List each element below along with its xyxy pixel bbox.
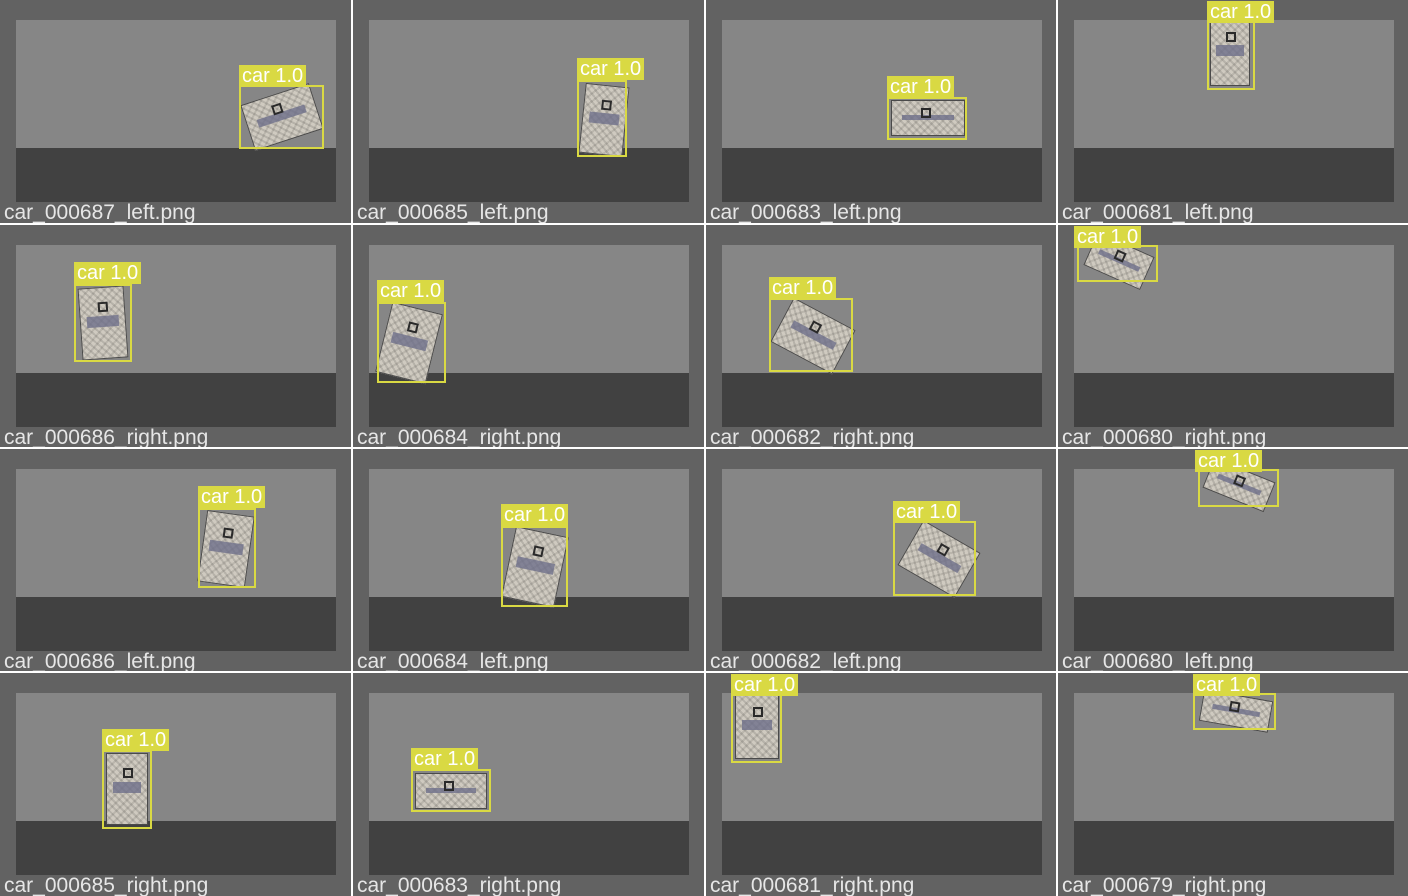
bounding-box [577,80,627,157]
filename-label: car_000681_left.png [1062,201,1254,223]
filename-label: car_000682_left.png [710,650,902,671]
detection-label: car 1.0 [74,262,142,284]
bounding-box [893,521,976,596]
bounding-box [887,97,967,140]
detection-label: car 1.0 [239,65,307,87]
filename-label: car_000683_right.png [357,874,562,896]
detection-label: car 1.0 [411,748,479,770]
detection-label: car 1.0 [377,280,445,302]
filename-label: car_000682_right.png [710,426,915,447]
image-tile: car 1.0 car_000685_right.png [0,673,351,896]
scene-floor [722,373,1042,427]
image-tile: car 1.0 car_000686_right.png [0,225,351,447]
detection-label: car 1.0 [893,501,961,523]
filename-label: car_000683_left.png [710,201,902,223]
bounding-box [198,508,256,588]
bounding-box [1198,469,1279,507]
image-tile: car 1.0 car_000680_left.png [1058,449,1408,671]
car-object [1210,18,1250,86]
bounding-box [411,769,491,812]
car-object [106,753,148,825]
detection-label: car 1.0 [1207,1,1275,23]
scene-floor [16,597,336,651]
scene-background [722,469,1042,597]
scene-floor [1074,148,1394,202]
bounding-box [1077,245,1158,282]
detection-label: car 1.0 [1074,226,1142,248]
scene-background [16,245,336,373]
car-object [415,773,487,809]
filename-label: car_000685_right.png [4,874,209,896]
detection-label: car 1.0 [1193,674,1261,696]
detection-label: car 1.0 [731,674,799,696]
filename-label: car_000679_right.png [1062,874,1267,896]
scene-background [16,469,336,597]
scene-floor [1074,373,1394,427]
filename-label: car_000680_left.png [1062,650,1254,671]
scene-floor [1074,821,1394,875]
image-tile: car 1.0 car_000683_right.png [353,673,704,896]
scene-floor [722,597,1042,651]
bounding-box [769,298,853,372]
detection-label: car 1.0 [102,729,170,751]
image-tile: car 1.0 car_000679_right.png [1058,673,1408,896]
image-tile: car 1.0 car_000682_left.png [706,449,1056,671]
filename-label: car_000681_right.png [710,874,915,896]
scene-floor [722,148,1042,202]
scene-floor [369,148,689,202]
scene-floor [16,148,336,202]
bounding-box [74,284,132,362]
scene-background [16,693,336,821]
image-tile: car 1.0 car_000685_left.png [353,0,704,223]
scene-background [722,245,1042,373]
scene-background [369,20,689,148]
detection-label: car 1.0 [198,486,266,508]
filename-label: car_000684_left.png [357,650,549,671]
detection-label: car 1.0 [887,76,955,98]
filename-label: car_000686_left.png [4,650,196,671]
car-object [735,693,779,759]
bounding-box [102,750,152,829]
bounding-box [377,302,446,383]
image-tile: car 1.0 car_000687_left.png [0,0,351,223]
image-tile: car 1.0 car_000684_right.png [353,225,704,447]
filename-label: car_000685_left.png [357,201,549,223]
image-tile: car 1.0 car_000682_right.png [706,225,1056,447]
filename-label: car_000687_left.png [4,201,196,223]
detection-label: car 1.0 [769,277,837,299]
scene-floor [16,373,336,427]
detection-label: car 1.0 [501,504,569,526]
bounding-box [239,85,324,149]
image-tile: car 1.0 car_000681_right.png [706,673,1056,896]
bounding-box [1193,693,1276,730]
detection-label: car 1.0 [577,58,645,80]
image-tile: car 1.0 car_000683_left.png [706,0,1056,223]
image-tile: car 1.0 car_000680_right.png [1058,225,1408,447]
bounding-box [731,691,782,763]
scene-floor [1074,597,1394,651]
detection-label: car 1.0 [1195,450,1263,472]
scene-floor [16,821,336,875]
bounding-box [1207,16,1255,90]
car-object [891,100,965,136]
filename-label: car_000680_right.png [1062,426,1267,447]
filename-label: car_000686_right.png [4,426,209,447]
bounding-box [501,526,568,607]
image-tile: car 1.0 car_000681_left.png [1058,0,1408,223]
image-tile: car 1.0 car_000686_left.png [0,449,351,671]
scene-floor [722,821,1042,875]
scene-floor [369,821,689,875]
filename-label: car_000684_right.png [357,426,562,447]
scene-background [722,20,1042,148]
image-tile: car 1.0 car_000684_left.png [353,449,704,671]
